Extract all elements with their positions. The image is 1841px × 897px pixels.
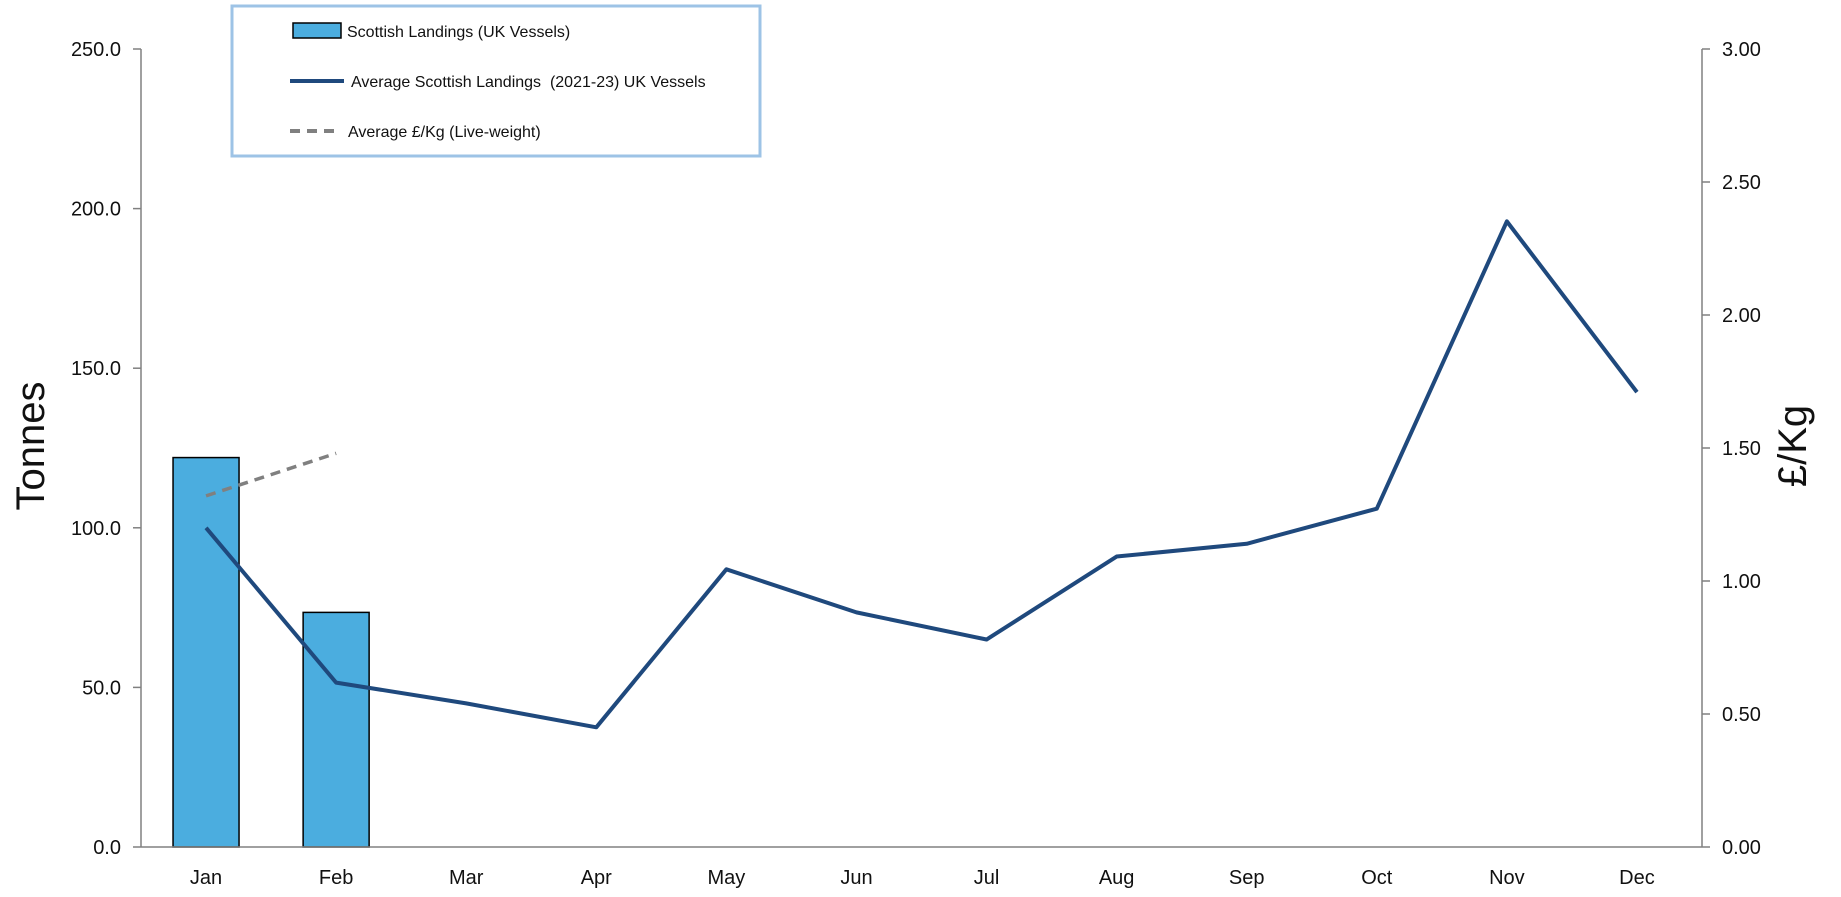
y2-tick-label: 1.50 [1722, 438, 1761, 460]
ticks-layer: 0.0 50.0 100.0 150.0 200.0 250.0 0.00 0.50 1.00 1… [71, 39, 1761, 889]
x-tick-label: Sep [1229, 867, 1265, 889]
x-tick-label: Aug [1099, 867, 1135, 889]
line-average-landings [204, 219, 1639, 730]
x-tick-label: May [707, 867, 745, 889]
x-tick-label: Dec [1619, 867, 1655, 889]
y-tick-label: 50.0 [82, 677, 121, 699]
y2-tick-label: 0.00 [1722, 837, 1761, 859]
bar-feb [302, 611, 370, 848]
legend-label-average-landings: Average Scottish Landings (2021-23) UK V… [351, 74, 706, 91]
lines-layer [204, 219, 1639, 730]
x-tick-label: Oct [1361, 867, 1393, 889]
line-price [205, 451, 337, 498]
legend: Scottish Landings (UK Vessels) Average S… [230, 4, 762, 158]
x-tick-label: Apr [581, 867, 612, 889]
legend-swatch-landings [292, 22, 342, 39]
x-tick-label: Jun [840, 867, 872, 889]
y-tick-label: 200.0 [71, 199, 121, 221]
x-tick-label: Mar [449, 867, 484, 889]
y2-tick-label: 2.50 [1722, 172, 1761, 194]
y-tick-label: 0.0 [93, 837, 121, 859]
y2-tick-label: 0.50 [1722, 704, 1761, 726]
y-tick-label: 250.0 [71, 39, 121, 61]
x-tick-label: Feb [319, 867, 353, 889]
y2-tick-label: 1.00 [1722, 571, 1761, 593]
y2-axis-title: £/Kg [1771, 405, 1815, 487]
x-tick-label: Jul [974, 867, 1000, 889]
y-axis-title: Tonnes [9, 382, 53, 511]
bars-layer [172, 456, 370, 848]
axes-layer [140, 49, 1703, 848]
legend-label-price: Average £/Kg (Live-weight) [348, 124, 541, 141]
bar-jan [172, 456, 240, 848]
x-tick-label: Nov [1489, 867, 1525, 889]
y-tick-label: 100.0 [71, 518, 121, 540]
legend-label-landings: Scottish Landings (UK Vessels) [347, 24, 570, 41]
y2-tick-label: 3.00 [1722, 39, 1761, 61]
y2-tick-label: 2.00 [1722, 305, 1761, 327]
x-tick-label: Jan [190, 867, 222, 889]
y-tick-label: 150.0 [71, 358, 121, 380]
